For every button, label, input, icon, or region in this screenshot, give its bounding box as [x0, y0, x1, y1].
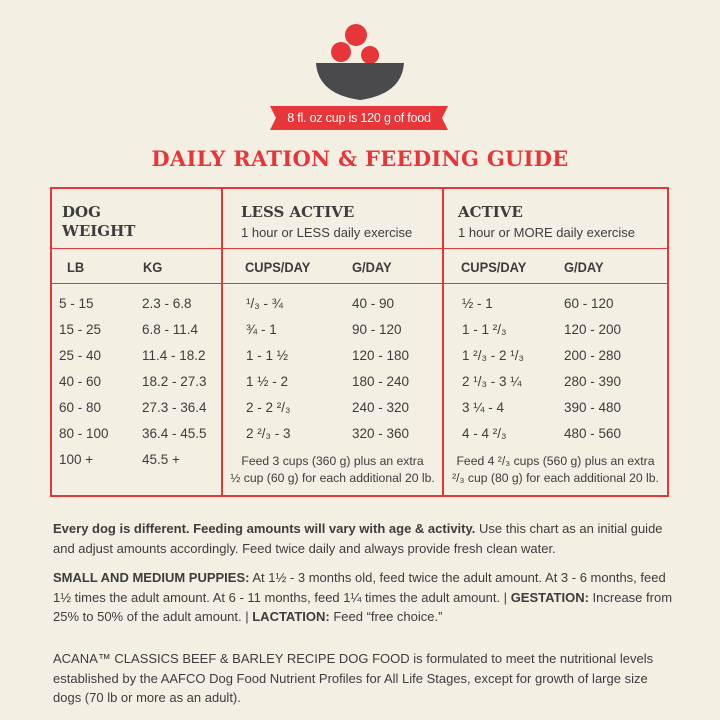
- gestation-text: Increase from 25% to 50% of the adult am…: [53, 589, 673, 625]
- cell-la-grams: 40 - 90: [352, 296, 395, 311]
- cell-kg: 36.4 - 45.5: [142, 426, 207, 441]
- active-note-line2: ²/₃ cup (80 g) for each additional 20 lb…: [452, 471, 659, 485]
- cell-lb: 40 - 60: [59, 374, 102, 389]
- subheader-divider: [52, 283, 667, 284]
- less-active-note-line1: Feed 3 cups (360 g) plus an extra: [241, 454, 424, 468]
- cell-a-grams: 480 - 560: [564, 426, 622, 441]
- cell-la-grams: 120 - 180: [352, 348, 410, 363]
- feeding-intro-paragraph: Every dog is different. Feeding amounts …: [53, 519, 673, 558]
- less-active-note-line2: ½ cup (60 g) for each additional 20 lb.: [230, 471, 435, 485]
- cell-a-cups: 3 ¼ - 4: [462, 400, 505, 415]
- cell-a-cups: ½ - 1: [462, 296, 493, 311]
- cell-la-grams: 180 - 240: [352, 374, 410, 389]
- cell-la-cups: 1 ½ - 2: [246, 374, 289, 389]
- dog-weight-title-line1: DOG: [62, 203, 101, 221]
- cell-lb: 100 +: [59, 452, 94, 467]
- cell-la-cups: 2 ²/₃ - 3: [246, 426, 291, 441]
- col-kg: KG: [143, 259, 163, 275]
- cell-a-grams: 120 - 200: [564, 322, 622, 337]
- cell-kg: 27.3 - 36.4: [142, 400, 207, 415]
- page-title: DAILY RATION & FEEDING GUIDE: [151, 146, 569, 171]
- puppies-paragraph: SMALL AND MEDIUM PUPPIES: At 1½ - 3 mont…: [53, 568, 673, 627]
- col-less-active-cups: CUPS/DAY: [245, 259, 311, 275]
- cell-lb: 80 - 100: [59, 426, 109, 441]
- cell-a-grams: 200 - 280: [564, 348, 622, 363]
- column-divider: [442, 189, 444, 495]
- less-active-note: Feed 3 cups (360 g) plus an extra ½ cup …: [223, 453, 442, 487]
- cell-la-grams: 90 - 120: [352, 322, 402, 337]
- cup-size-note: 8 fl. oz cup is 120 g of food: [287, 111, 431, 125]
- cell-la-cups: 1 - 1 ½: [246, 348, 289, 363]
- gestation-label: GESTATION:: [510, 589, 589, 605]
- cell-a-cups: 4 - 4 ²/₃: [462, 426, 507, 441]
- intro-bold: Every dog is different. Feeding amounts …: [53, 521, 476, 536]
- intro-text: Use this chart as an initial guide and a…: [53, 521, 663, 556]
- cell-la-cups: 2 - 2 ²/₃: [246, 400, 291, 415]
- cell-a-grams: 60 - 120: [564, 296, 614, 311]
- cell-lb: 60 - 80: [59, 400, 102, 415]
- puppies-text: At 1½ - 3 months old, feed twice the adu…: [53, 570, 666, 605]
- cell-a-cups: 1 - 1 ²/₃: [462, 322, 507, 337]
- cell-kg: 45.5 +: [142, 452, 180, 467]
- active-note-line1: Feed 4 ²/₃ cups (560 g) plus an extra: [456, 454, 655, 468]
- cell-a-cups: 2 ¹/₃ - 3 ¼: [462, 374, 522, 389]
- cell-la-grams: 240 - 320: [352, 400, 410, 415]
- less-active-subtitle: 1 hour or LESS daily exercise: [241, 225, 413, 240]
- dog-weight-title-line2: WEIGHT: [62, 222, 136, 240]
- header-divider: [52, 248, 667, 249]
- cell-la-cups: ¾ - 1: [246, 322, 277, 337]
- cell-kg: 2.3 - 6.8: [142, 296, 192, 311]
- cell-kg: 6.8 - 11.4: [142, 322, 199, 337]
- lactation-label: LACTATION:: [252, 609, 330, 624]
- col-lb: LB: [67, 259, 85, 275]
- puppies-label: SMALL AND MEDIUM PUPPIES:: [53, 570, 250, 585]
- active-note: Feed 4 ²/₃ cups (560 g) plus an extra ²/…: [444, 453, 667, 487]
- cell-kg: 11.4 - 18.2: [142, 348, 206, 363]
- cell-a-grams: 390 - 480: [564, 400, 622, 415]
- cell-lb: 5 - 15: [59, 296, 94, 311]
- active-subtitle: 1 hour or MORE daily exercise: [458, 225, 636, 240]
- col-less-active-grams: G/DAY: [352, 259, 392, 275]
- feeding-table: DOG WEIGHT LESS ACTIVE 1 hour or LESS da…: [50, 187, 669, 497]
- lactation-text: Feed “free choice.”: [329, 609, 443, 624]
- cell-la-grams: 320 - 360: [352, 426, 410, 441]
- column-divider: [221, 189, 223, 495]
- cell-a-grams: 280 - 390: [564, 374, 622, 389]
- bowl-with-food-icon: [270, 24, 448, 130]
- col-active-cups: CUPS/DAY: [461, 259, 527, 275]
- cell-lb: 15 - 25: [59, 322, 102, 337]
- cell-kg: 18.2 - 27.3: [142, 374, 207, 389]
- aafco-statement: ACANA™ CLASSICS BEEF & BARLEY RECIPE DOG…: [53, 651, 654, 705]
- cell-la-cups: ¹/₃ - ¾: [246, 296, 283, 311]
- col-active-grams: G/DAY: [564, 259, 604, 275]
- cell-a-cups: 1 ²/₃ - 2 ¹/₃: [462, 348, 525, 363]
- active-title: ACTIVE: [458, 203, 523, 221]
- less-active-title: LESS ACTIVE: [241, 203, 355, 221]
- cell-lb: 25 - 40: [59, 348, 102, 363]
